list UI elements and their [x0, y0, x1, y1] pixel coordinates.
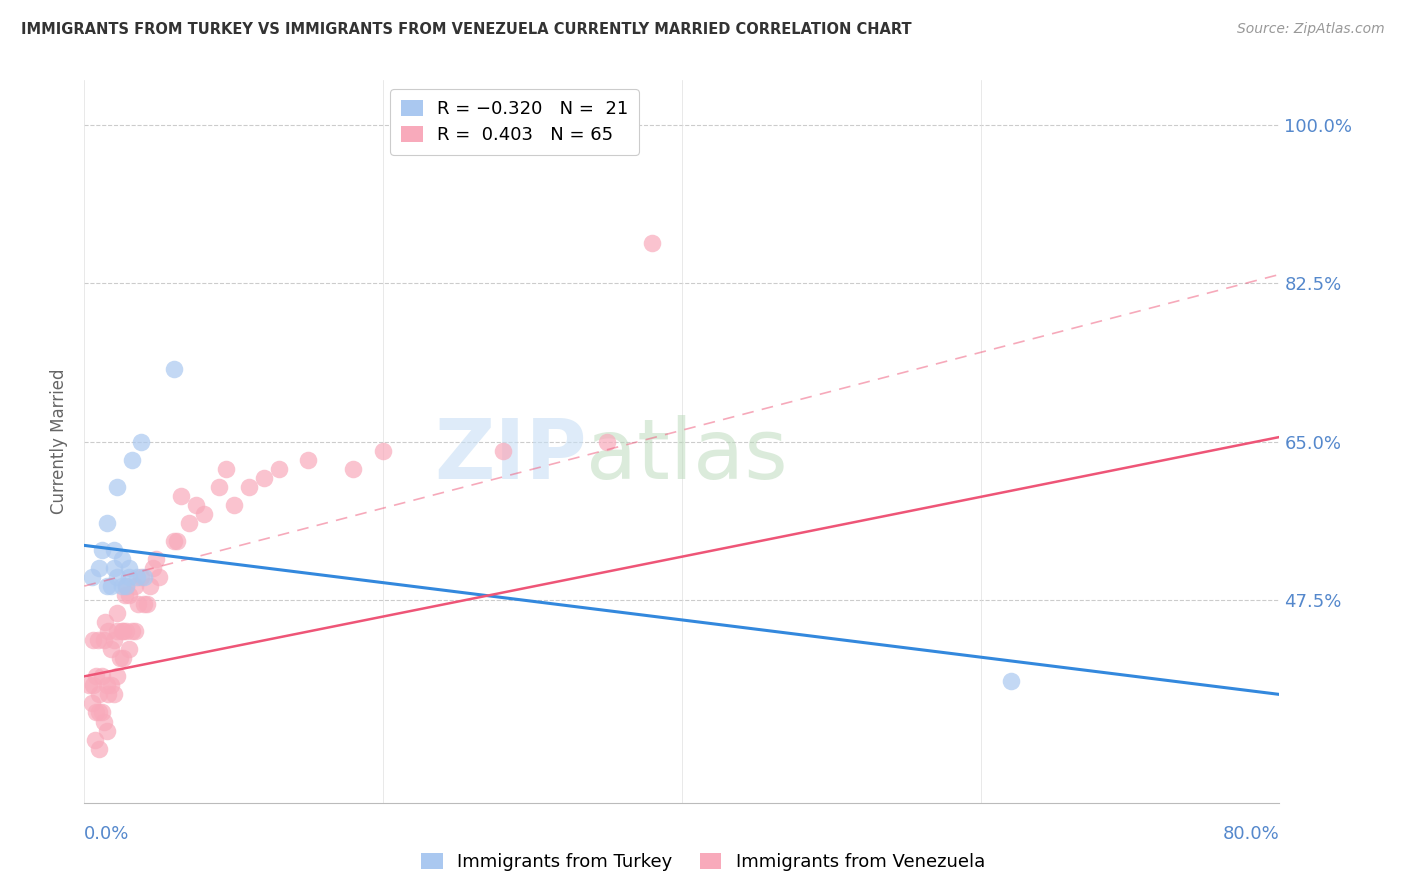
Point [118, 588, 141, 602]
Point [118, 642, 141, 657]
Point [166, 533, 188, 548]
Point [193, 507, 215, 521]
Point [103, 542, 125, 557]
Point [115, 624, 138, 639]
Text: 80.0%: 80.0% [1223, 825, 1279, 843]
Point [139, 579, 162, 593]
Point [115, 579, 138, 593]
Point [112, 624, 135, 639]
Point [136, 597, 159, 611]
Point [127, 597, 149, 611]
Point [80, 570, 103, 584]
Point [89, 706, 111, 720]
Point [103, 687, 125, 701]
Point [373, 443, 395, 458]
Point [110, 651, 132, 665]
Point [111, 579, 134, 593]
Point [97, 624, 120, 639]
Y-axis label: Currently Married: Currently Married [51, 368, 69, 515]
Point [96, 723, 118, 738]
Point [129, 570, 152, 584]
Point [103, 561, 125, 575]
Point [596, 434, 619, 449]
Point [100, 642, 122, 657]
Point [89, 687, 111, 701]
Point [87, 633, 110, 648]
Text: IMMIGRANTS FROM TURKEY VS IMMIGRANTS FROM VENEZUELA CURRENTLY MARRIED CORRELATIO: IMMIGRANTS FROM TURKEY VS IMMIGRANTS FRO… [21, 22, 911, 37]
Point [342, 461, 364, 475]
Text: Source: ZipAtlas.com: Source: ZipAtlas.com [1237, 22, 1385, 37]
Point [89, 741, 111, 756]
Point [86, 669, 108, 683]
Text: atlas: atlas [586, 416, 787, 497]
Point [163, 362, 186, 376]
Point [100, 579, 122, 593]
Point [208, 480, 231, 494]
Point [145, 552, 167, 566]
Point [186, 498, 208, 512]
Point [148, 570, 170, 584]
Point [118, 561, 141, 575]
Point [91, 542, 114, 557]
Point [112, 651, 135, 665]
Point [170, 489, 193, 503]
Point [105, 570, 128, 584]
Point [82, 678, 104, 692]
Point [267, 461, 290, 475]
Point [1000, 673, 1022, 688]
Point [129, 434, 152, 449]
Point [253, 471, 276, 485]
Point [82, 633, 104, 648]
Point [111, 552, 134, 566]
Point [111, 624, 134, 639]
Point [96, 579, 118, 593]
Point [222, 498, 245, 512]
Point [103, 633, 125, 648]
Point [96, 678, 118, 692]
Point [105, 624, 128, 639]
Point [115, 579, 138, 593]
Point [492, 443, 515, 458]
Point [124, 579, 146, 593]
Point [100, 678, 122, 692]
Point [91, 706, 114, 720]
Point [94, 615, 117, 630]
Point [118, 570, 141, 584]
Point [91, 669, 114, 683]
Point [215, 461, 238, 475]
Point [105, 669, 128, 683]
Point [121, 624, 143, 639]
Point [132, 570, 156, 584]
Point [89, 561, 111, 575]
Point [114, 588, 136, 602]
Point [93, 633, 115, 648]
Point [93, 714, 115, 729]
Text: ZIP: ZIP [434, 416, 586, 497]
Point [105, 480, 128, 494]
Point [97, 687, 120, 701]
Legend: Immigrants from Turkey, Immigrants from Venezuela: Immigrants from Turkey, Immigrants from … [413, 846, 993, 879]
Legend: R = −0.320   N =  21, R =  0.403   N = 65: R = −0.320 N = 21, R = 0.403 N = 65 [389, 89, 640, 154]
Text: 0.0%: 0.0% [84, 825, 129, 843]
Point [86, 706, 108, 720]
Point [77, 678, 100, 692]
Point [105, 606, 128, 620]
Point [132, 597, 156, 611]
Point [163, 533, 186, 548]
Point [121, 452, 143, 467]
Point [297, 452, 319, 467]
Point [641, 235, 664, 250]
Point [124, 624, 146, 639]
Point [96, 516, 118, 530]
Point [83, 732, 105, 747]
Point [238, 480, 260, 494]
Point [125, 570, 148, 584]
Point [177, 516, 200, 530]
Point [142, 561, 165, 575]
Point [80, 697, 103, 711]
